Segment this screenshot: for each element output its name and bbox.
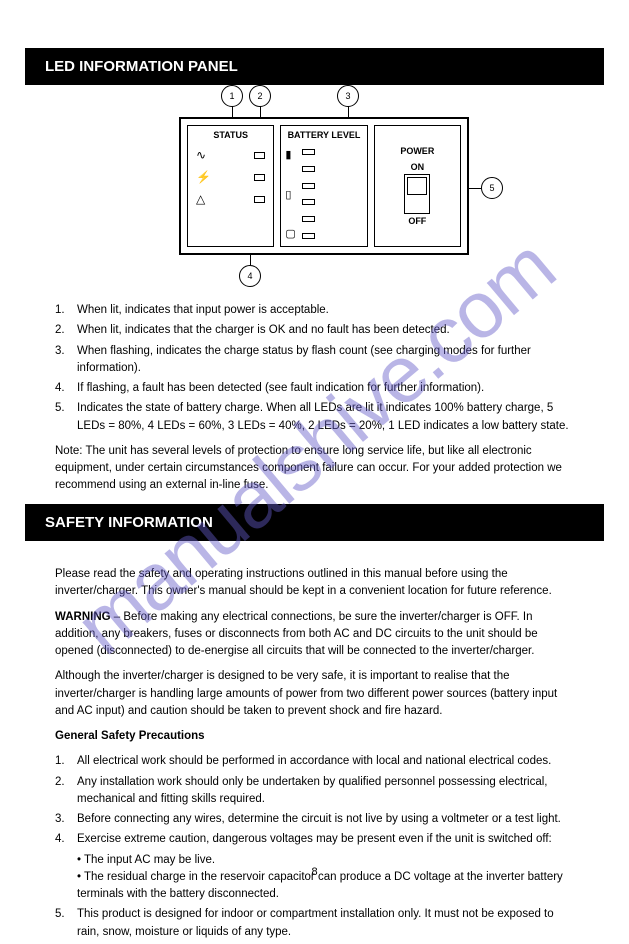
section-header-led: LED INFORMATION PANEL [25,48,604,85]
led-indicator [254,196,265,203]
battery-panel: BATTERY LEVEL ▮ ▯ ▢ [280,125,367,247]
page-number: 8 [0,866,629,878]
callout-1: 1 [221,85,243,107]
diagram-container: 1 2 3 4 5 STATUS ∿ ⚡ △ BATTERY LEVEL ▮ ▯… [179,117,469,277]
safety-content: Please read the safety and operating ins… [55,566,574,944]
status-row-1: ∿ [196,148,265,162]
power-panel: POWER ON OFF [374,125,461,247]
list-num: 1. [55,302,77,319]
batt-led [302,166,315,172]
plug-icon: ⚡ [196,170,211,184]
list-num: 4. [55,831,77,848]
list-num: 4. [55,380,77,397]
list-text: If flashing, a fault has been detected (… [77,380,574,397]
battery-low-icon: ▢ [285,227,295,240]
list-item: 2.When lit, indicates that the charger i… [55,322,574,339]
list-num: 5. [55,906,77,941]
safety-p1: Please read the safety and operating ins… [55,566,574,601]
batt-led [302,149,315,155]
status-row-3: △ [196,192,265,206]
list-num: 3. [55,343,77,378]
sine-icon: ∿ [196,148,206,162]
battery-icons: ▮ ▯ ▢ [285,144,295,244]
list-text: When lit, indicates that input power is … [77,302,574,319]
list-text: Before connecting any wires, determine t… [77,811,574,828]
battery-leds [302,144,315,244]
list-num: 5. [55,400,77,435]
batt-led [302,233,315,239]
section-header-safety: SAFETY INFORMATION [25,504,604,541]
battery-title: BATTERY LEVEL [285,130,362,140]
battery-half-icon: ▯ [285,188,295,201]
safety-g2: 2.Any installation work should only be u… [55,774,574,809]
list-item: 3.When flashing, indicates the charge st… [55,343,574,378]
led-info-content: 1.When lit, indicates that input power i… [55,302,574,503]
led-indicator [254,152,265,159]
status-title: STATUS [192,130,269,140]
list-item: 4.If flashing, a fault has been detected… [55,380,574,397]
list-num: 1. [55,753,77,770]
status-row-2: ⚡ [196,170,265,184]
warning-label: WARNING [55,611,111,623]
batt-led [302,199,315,205]
safety-g5: 5.This product is designed for indoor or… [55,906,574,941]
list-text: Any installation work should only be und… [77,774,574,809]
callout-3: 3 [337,85,359,107]
list-text: When flashing, indicates the charge stat… [77,343,574,378]
safety-g4: 4.Exercise extreme caution, dangerous vo… [55,831,574,848]
list-item: 1.When lit, indicates that input power i… [55,302,574,319]
status-panel: STATUS ∿ ⚡ △ [187,125,274,247]
power-off-label: OFF [408,216,426,226]
list-num: 2. [55,322,77,339]
list-text: Indicates the state of battery charge. W… [77,400,574,435]
batt-led [302,183,315,189]
power-switch[interactable] [404,174,430,214]
warning-icon: △ [196,192,205,206]
list-text: Exercise extreme caution, dangerous volt… [77,831,574,848]
panel-outer: STATUS ∿ ⚡ △ BATTERY LEVEL ▮ ▯ ▢ [179,117,469,255]
callout-2: 2 [249,85,271,107]
list-item: 5.Indicates the state of battery charge.… [55,400,574,435]
safety-p2: WARNING – Before making any electrical c… [55,609,574,661]
led-indicator [254,174,265,181]
power-title: POWER [400,146,434,156]
list-text: When lit, indicates that the charger is … [77,322,574,339]
power-on-label: ON [411,162,425,172]
list-text: This product is designed for indoor or c… [77,906,574,941]
safety-g3: 3.Before connecting any wires, determine… [55,811,574,828]
callout-4: 4 [239,265,261,287]
led-note: Note: The unit has several levels of pro… [55,443,574,495]
safety-p3: Although the inverter/charger is designe… [55,668,574,720]
safety-g1: 1.All electrical work should be performe… [55,753,574,770]
list-num: 2. [55,774,77,809]
callout-5: 5 [481,177,503,199]
safety-heading: General Safety Precautions [55,728,574,745]
list-num: 3. [55,811,77,828]
batt-led [302,216,315,222]
safety-p2-text: – Before making any electrical connectio… [55,611,538,658]
list-text: All electrical work should be performed … [77,753,574,770]
battery-full-icon: ▮ [285,148,295,161]
